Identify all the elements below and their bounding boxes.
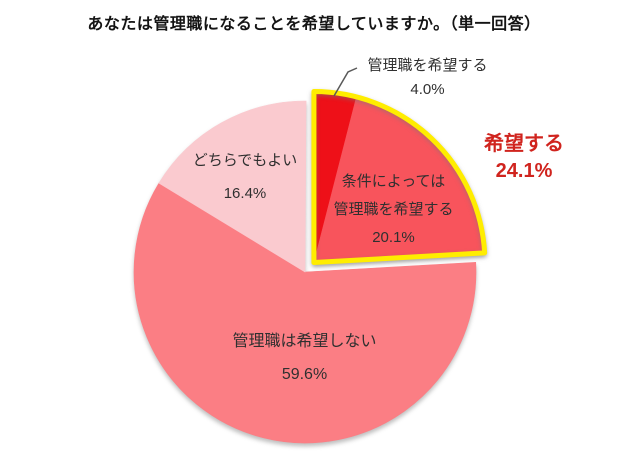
label-conditional-wish-line2: 管理職を希望する [333,201,454,218]
highlight-outline [311,89,488,266]
label-conditional-wish-line1: 条件によっては [341,173,446,190]
label-either-way-pct: 16.4% [223,185,267,202]
label-conditional-wish: 条件によっては 管理職を希望する 20.1% [306,168,481,252]
label-wish-manager-pct: 4.0% [410,81,445,98]
callout-leader-line [333,67,358,97]
pie-slice-3 [158,100,307,273]
label-no-wish-text: 管理職は希望しない [232,333,377,350]
label-either-way-text: どちらでもよい [192,152,298,169]
label-no-wish: 管理職は希望しない 59.6% [212,325,397,391]
label-wish-manager: 管理職を希望する 4.0% [340,54,515,102]
highlight-annotation: 希望する 24.1% [466,131,582,185]
label-conditional-wish-pct: 20.1% [372,229,415,246]
label-wish-manager-text: 管理職を希望する [367,57,488,74]
pie-slice-2 [133,182,477,444]
pie-slices [133,91,485,444]
highlight-annotation-pct: 24.1% [495,160,553,182]
highlight-annotation-text: 希望する [484,133,564,155]
label-no-wish-pct: 59.6% [281,366,328,383]
chart-title: あなたは管理職になることを希望していますか。（単一回答） [87,16,541,33]
label-either-way: どちらでもよい 16.4% [163,144,327,210]
